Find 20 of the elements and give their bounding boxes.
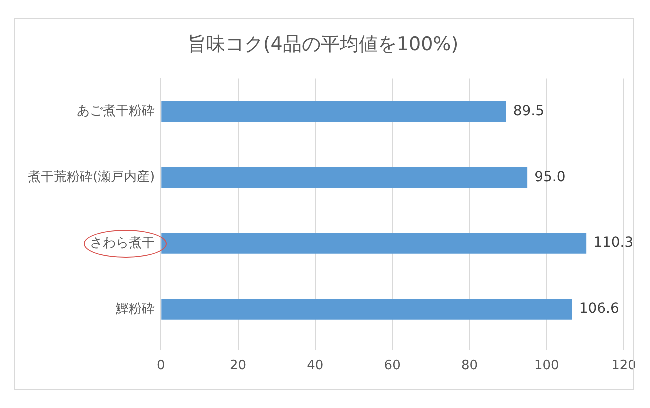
- x-tick-label: 120: [612, 358, 636, 374]
- x-tick-label: 0: [157, 358, 166, 374]
- x-tick-label: 80: [461, 358, 478, 374]
- x-tick-label: 20: [230, 358, 247, 374]
- y-tick-label: あご煮干粉砕: [77, 104, 156, 120]
- data-label: 95.0: [534, 169, 566, 186]
- chart-title: 旨味コク(4品の平均値を100%): [187, 33, 459, 56]
- y-tick-label: 鰹粉砕: [116, 302, 156, 317]
- y-tick-label: 煮干荒粉砕(瀬戸内産): [28, 169, 156, 186]
- data-label: 106.6: [579, 301, 620, 318]
- y-tick-label: さわら煮干: [90, 236, 156, 251]
- bar: [162, 101, 506, 122]
- data-label: 89.5: [513, 103, 545, 120]
- data-label: 110.3: [594, 235, 634, 252]
- x-tick-label: 100: [534, 358, 560, 374]
- bar: [162, 167, 528, 188]
- x-tick-label: 60: [384, 358, 401, 374]
- bar: [162, 233, 587, 254]
- x-tick-label: 40: [307, 358, 324, 374]
- bar: [162, 299, 572, 320]
